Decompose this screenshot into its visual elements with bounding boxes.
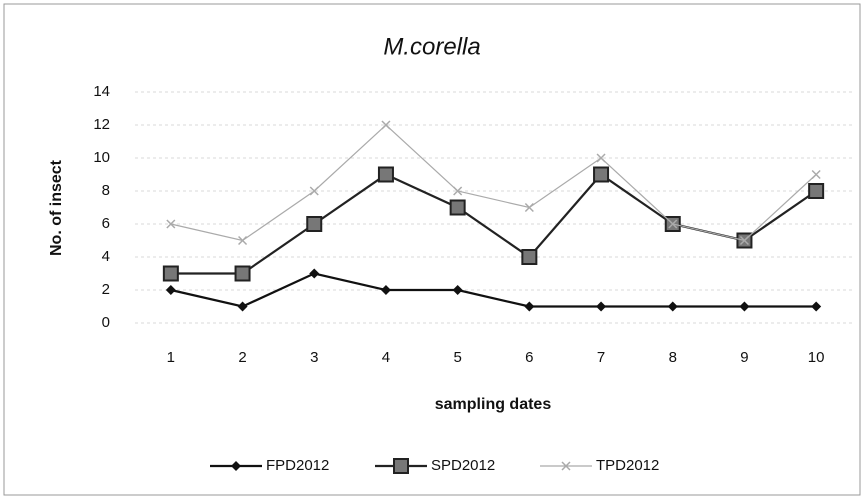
data-point <box>593 166 610 183</box>
y-tick-label: 0 <box>102 314 110 331</box>
data-point <box>381 120 391 130</box>
y-tick-label: 12 <box>93 116 110 133</box>
data-point <box>306 216 323 232</box>
data-point <box>309 186 319 196</box>
data-point <box>238 235 248 246</box>
legend-label: SPD2012 <box>431 457 495 474</box>
data-point <box>377 166 394 183</box>
data-point <box>452 285 463 295</box>
legend-marker <box>393 458 409 474</box>
data-point <box>667 301 678 312</box>
data-point <box>449 199 466 216</box>
x-axis-label: sampling dates <box>435 396 552 413</box>
chart-title: M.corella <box>383 33 480 60</box>
data-point <box>237 301 248 312</box>
data-point <box>596 153 606 163</box>
y-tick-label: 10 <box>93 149 110 166</box>
data-point <box>739 301 750 312</box>
chart-frame <box>3 3 861 496</box>
data-point <box>808 183 825 199</box>
y-tick-label: 14 <box>93 83 110 100</box>
legend-label: FPD2012 <box>266 457 329 474</box>
x-tick-label: 10 <box>808 349 825 366</box>
data-point <box>453 186 463 196</box>
x-tick-label: 7 <box>597 349 605 366</box>
legend-marker <box>231 461 241 471</box>
x-tick-label: 2 <box>238 349 246 366</box>
x-tick-label: 4 <box>382 349 390 366</box>
data-point <box>165 285 176 295</box>
data-point <box>162 265 179 282</box>
y-axis-label: No. of insect <box>48 159 65 256</box>
x-tick-label: 1 <box>167 349 175 366</box>
data-point <box>524 202 534 213</box>
data-point <box>234 265 251 282</box>
series-line <box>170 272 817 308</box>
x-tick-label: 3 <box>310 349 318 366</box>
data-point <box>811 169 821 180</box>
x-tick-label: 6 <box>525 349 533 366</box>
x-tick-label: 8 <box>669 349 677 366</box>
legend-label: TPD2012 <box>596 457 659 474</box>
data-point <box>811 301 822 312</box>
x-tick-label: 5 <box>453 349 461 366</box>
data-point <box>309 268 320 279</box>
y-tick-label: 6 <box>102 215 110 232</box>
series-line <box>170 124 817 242</box>
y-tick-label: 8 <box>102 182 110 199</box>
data-point <box>524 301 535 312</box>
data-point <box>166 219 176 229</box>
legend-marker <box>561 461 571 471</box>
data-point <box>380 285 391 295</box>
y-tick-label: 4 <box>102 248 110 265</box>
data-point <box>596 301 607 312</box>
x-tick-label: 9 <box>740 349 748 366</box>
data-point <box>521 249 538 265</box>
y-tick-label: 2 <box>102 281 110 298</box>
data-point <box>739 235 749 246</box>
data-point <box>668 219 678 229</box>
